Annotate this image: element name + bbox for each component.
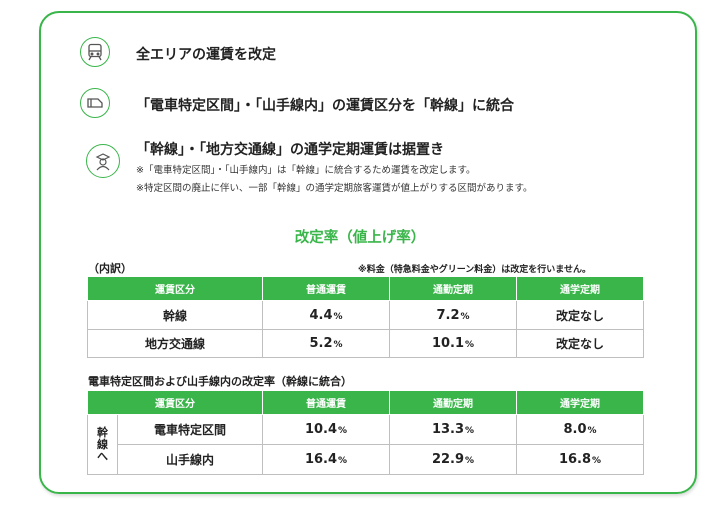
commuter-pass-cell: 13.3% (389, 414, 517, 445)
header-normal-fare: 普通運賃 (262, 390, 390, 415)
row-label: 山手線内 (117, 444, 263, 475)
table-row: 幹線 4.4% 7.2% 改定なし (87, 300, 644, 330)
table-row: 幹線へ 電車特定区間 10.4% 13.3% 8.0% (87, 414, 644, 475)
train-icon (80, 37, 110, 67)
fee-note: ※料金（特急料金やグリーン料金）は改定を行いません。 (358, 265, 592, 275)
headline-zone-merge: 「電車特定区間」・「山手線内」の運賃区分を「幹線」に統合 (136, 98, 514, 114)
headline-fare-revision: 全エリアの運賃を改定 (136, 47, 276, 63)
ticket-icon (80, 88, 110, 118)
header-fare-class: 運賃区分 (87, 390, 263, 415)
student-pass-cell: 改定なし (516, 329, 644, 358)
note-zone-merge: ※「電車特定区間」・「山手線内」は「幹線」に統合するため運賃を改定します。 (136, 165, 476, 176)
group-label-trunk-line: 幹線へ (87, 414, 118, 475)
table-header-row: 運賃区分 普通運賃 通勤定期 通学定期 (87, 390, 644, 415)
student-pass-cell: 8.0% (516, 414, 644, 445)
revision-rate-table: 運賃区分 普通運賃 通勤定期 通学定期 幹線 4.4% 7.2% 改定なし 地方… (87, 276, 644, 358)
normal-fare-cell: 5.2% (262, 329, 390, 358)
normal-fare-cell: 16.4% (262, 444, 390, 475)
commuter-pass-cell: 7.2% (389, 300, 517, 330)
breakdown-label: （内訳） (88, 262, 132, 275)
student-pass-cell: 16.8% (516, 444, 644, 475)
header-student-pass: 通学定期 (516, 276, 644, 301)
header-student-pass: 通学定期 (516, 390, 644, 415)
student-icon (86, 144, 120, 178)
row-label: 幹線 (87, 300, 263, 330)
table-row: 地方交通線 5.2% 10.1% 改定なし (87, 329, 644, 358)
merged-zone-rate-table: 運賃区分 普通運賃 通勤定期 通学定期 幹線へ 電車特定区間 10.4% 13.… (87, 390, 644, 475)
commuter-pass-cell: 10.1% (389, 329, 517, 358)
content-frame (39, 11, 697, 494)
table-header-row: 運賃区分 普通運賃 通勤定期 通学定期 (87, 276, 644, 301)
commuter-pass-cell: 22.9% (389, 444, 517, 475)
header-commuter-pass: 通勤定期 (389, 390, 517, 415)
normal-fare-cell: 4.4% (262, 300, 390, 330)
student-pass-cell: 改定なし (516, 300, 644, 330)
section-title: 改定率（値上げ率） (294, 230, 426, 246)
headline-student-pass: 「幹線」・「地方交通線」の通学定期運賃は据置き (136, 142, 444, 158)
normal-fare-cell: 10.4% (262, 414, 390, 445)
note-price-rise: ※特定区間の廃止に伴い、一部「幹線」の通学定期旅客運賃が値上がりする区間がありま… (136, 183, 533, 194)
table2-title: 電車特定区間および山手線内の改定率（幹線に統合） (88, 375, 352, 388)
row-label: 地方交通線 (87, 329, 263, 358)
table-row: 山手線内 16.4% 22.9% 16.8% (88, 444, 644, 475)
header-commuter-pass: 通勤定期 (389, 276, 517, 301)
row-label: 電車特定区間 (117, 414, 263, 445)
header-fare-class: 運賃区分 (87, 276, 263, 301)
header-normal-fare: 普通運賃 (262, 276, 390, 301)
